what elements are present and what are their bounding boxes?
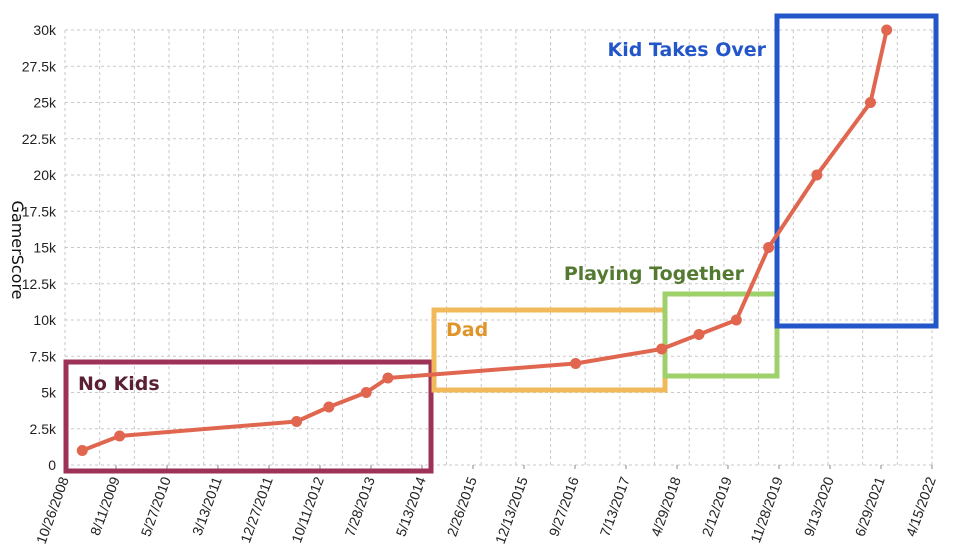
data-point — [570, 358, 582, 369]
x-tick-label: 5/13/2014 — [392, 474, 428, 538]
x-tick-label: 7/13/2017 — [596, 474, 632, 538]
annotation-label: Kid Takes Over — [607, 39, 766, 61]
x-tick-label: 10/11/2012 — [288, 474, 327, 545]
data-point — [693, 329, 705, 340]
y-tick-label: 0 — [48, 457, 56, 473]
annotation-boxes — [63, 13, 939, 474]
x-tick-label: 10/26/2008 — [33, 474, 72, 546]
annotation-box — [63, 359, 434, 474]
data-point — [730, 314, 742, 326]
y-tick-label: 22.5k — [22, 131, 57, 147]
x-tick-label: 5/27/2010 — [137, 474, 173, 538]
x-tick-label: 3/13/2011 — [189, 474, 225, 537]
x-tick-label: 12/13/2015 — [492, 474, 531, 546]
data-point — [323, 401, 335, 413]
y-tick-label: 12.5k — [22, 276, 57, 292]
data-point — [382, 372, 394, 384]
data-point — [360, 387, 372, 398]
y-tick-label: 27.5k — [22, 58, 57, 74]
data-point — [114, 430, 126, 442]
data-point — [656, 343, 668, 355]
annotation-label: Dad — [446, 319, 488, 341]
series — [76, 24, 893, 456]
x-tick-label: 7/28/2013 — [341, 474, 377, 538]
annotation-labels: No Kids Dad Playing Together Kid Takes Over — [78, 39, 767, 395]
data-point — [864, 97, 876, 108]
data-point — [76, 445, 88, 456]
y-tick-label: 30k — [33, 22, 57, 38]
y-tick-label: 5k — [41, 385, 57, 401]
y-tick-label: 15k — [33, 240, 57, 256]
annotation-box — [774, 13, 939, 329]
x-tick-label: 2/12/2019 — [698, 474, 734, 538]
x-tick-label: 2/26/2015 — [443, 474, 479, 538]
x-tick-label: 12/27/2011 — [237, 474, 276, 545]
annotation-label: Playing Together — [564, 263, 745, 285]
data-point — [811, 169, 823, 181]
annotation-label: No Kids — [78, 373, 160, 395]
x-tick-label: 9/13/2020 — [800, 474, 836, 538]
annotation-box — [662, 291, 780, 379]
x-tick-label: 11/28/2019 — [747, 474, 786, 545]
data-point — [763, 242, 775, 253]
data-point — [291, 416, 303, 427]
y-tick-label: 2.5k — [30, 421, 57, 437]
y-tick-label: 20k — [33, 167, 57, 183]
y-tick-label: 10k — [33, 312, 57, 328]
x-tick-label: 4/15/2022 — [902, 474, 938, 538]
data-point — [881, 24, 893, 36]
y-tick-label: 17.5k — [22, 203, 57, 219]
x-tick-label: 8/11/2009 — [87, 474, 123, 537]
y-axis-label: GamerScore — [8, 200, 27, 299]
y-tick-label: 7.5k — [30, 348, 57, 364]
x-tick-label: 4/29/2018 — [647, 474, 683, 538]
series-line — [80, 28, 889, 453]
x-tick-label: 6/29/2021 — [851, 474, 887, 538]
x-tick-label: 9/27/2016 — [545, 474, 581, 538]
grid — [64, 29, 933, 466]
y-tick-label: 25k — [33, 95, 57, 111]
